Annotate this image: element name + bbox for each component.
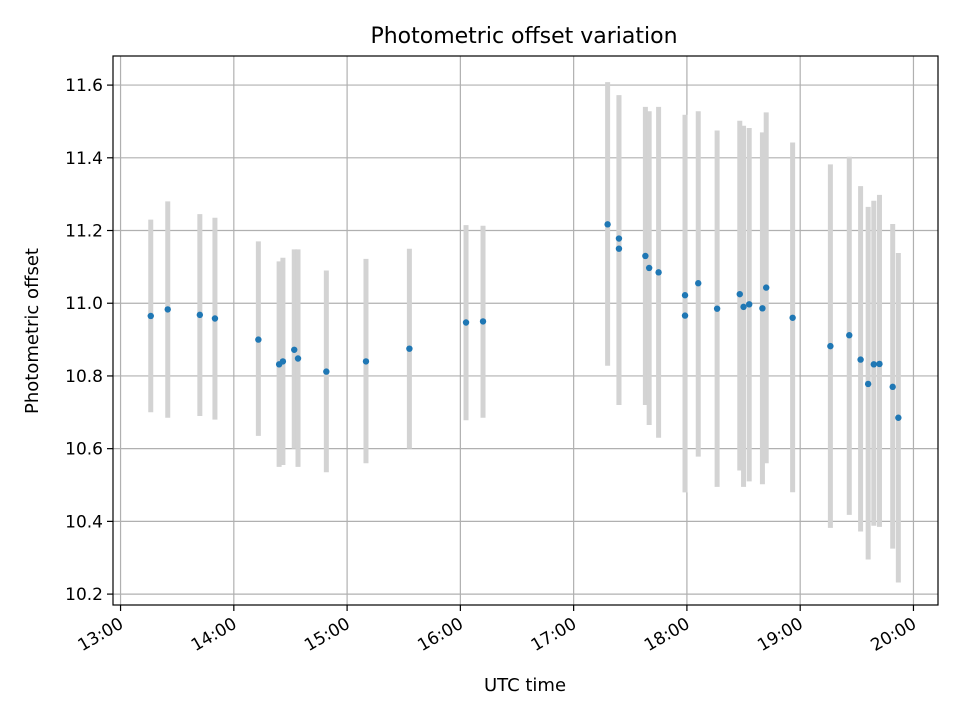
y-tick-label: 11.4 (65, 149, 103, 169)
data-point (615, 245, 623, 252)
data-point (406, 345, 413, 352)
data-point (681, 292, 689, 299)
data-points (147, 221, 902, 421)
data-point (870, 361, 878, 368)
data-point (323, 368, 330, 375)
y-tick-label: 10.2 (65, 585, 103, 605)
x-ticks: 13:00 14:00 15:00 16:00 17:00 18:00 19:00 20:00 (75, 605, 920, 656)
y-tick-label: 10.4 (65, 512, 103, 532)
x-tick-label: 16:00 (414, 614, 466, 656)
x-tick-label: 15:00 (301, 614, 353, 656)
x-tick-label: 17:00 (528, 614, 580, 656)
x-tick-label: 18:00 (641, 614, 693, 656)
data-point (642, 252, 649, 260)
data-point (889, 383, 896, 391)
data-point (211, 315, 219, 322)
plot-frame (112, 55, 939, 606)
data-point (763, 284, 770, 291)
data-point (279, 358, 287, 365)
y-tick-label: 11.0 (65, 294, 103, 314)
data-point (645, 264, 653, 272)
data-point (615, 235, 623, 242)
data-point (479, 318, 487, 325)
y-tick-label: 10.8 (65, 367, 103, 387)
x-tick-label: 19:00 (754, 614, 806, 656)
y-axis-label: Photometric offset (22, 248, 43, 414)
x-tick-label: 20:00 (868, 614, 920, 656)
data-point (294, 355, 302, 362)
y-ticks: 10.2 10.4 10.6 10.8 11.0 11.2 11.4 11.6 (65, 76, 113, 605)
x-tick-label: 13:00 (75, 614, 127, 656)
grid (113, 56, 938, 605)
data-point (876, 360, 883, 368)
x-axis-label: UTC time (484, 675, 566, 696)
y-tick-label: 11.2 (65, 222, 103, 242)
data-point (746, 301, 753, 308)
x-tick-label: 14:00 (188, 614, 240, 656)
data-point (604, 221, 611, 228)
data-point (759, 305, 766, 312)
data-point (740, 303, 747, 311)
data-point (857, 356, 864, 363)
chart-title: Photometric offset variation (370, 24, 677, 49)
data-point (895, 414, 902, 421)
data-point (827, 342, 834, 350)
data-point (713, 305, 721, 312)
data-point (846, 332, 853, 339)
data-point (864, 380, 872, 388)
data-point (681, 312, 689, 319)
data-point (196, 311, 204, 319)
data-point (362, 358, 370, 365)
data-point (291, 346, 298, 353)
data-point (462, 319, 470, 326)
data-point (147, 312, 154, 320)
data-point (655, 269, 662, 276)
y-tick-label: 10.6 (65, 440, 103, 460)
data-point (736, 290, 743, 298)
y-tick-label: 11.6 (65, 76, 103, 96)
data-point (255, 336, 262, 343)
data-point (164, 306, 171, 313)
data-point (695, 280, 702, 287)
data-point (789, 314, 796, 321)
